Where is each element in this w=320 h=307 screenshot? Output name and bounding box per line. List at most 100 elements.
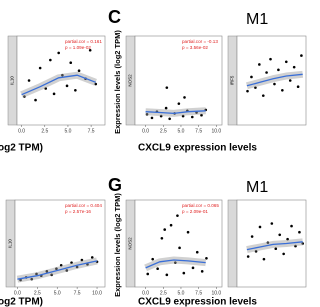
point [265,71,268,74]
point [301,242,305,245]
point [90,256,94,259]
x-tick-label: 5.0 [177,128,184,134]
point [254,250,258,253]
x-tick-label: 2.5 [41,128,48,134]
point [300,54,303,57]
plot-area [236,199,307,288]
point [44,87,48,90]
x-axis-label: CXCL9 expression levels [138,143,257,154]
point [262,257,266,261]
x-tick-label: 7.5 [195,290,202,296]
point [159,114,163,118]
point [181,114,185,118]
point [178,246,181,250]
x-axis-label: og2 TPM) [0,143,43,154]
point [205,256,208,260]
plot-area [134,35,223,126]
point [258,63,261,66]
x-tick-label: 10.0 [211,128,221,134]
figure: C G M1 M1 og2 TPM) og2 TPM) CXCL9 expres… [0,7,307,307]
point [182,271,186,275]
panel-label: C [108,7,121,27]
x-tick-label: 0.0 [18,128,25,134]
annotation: partial.cor = 0.065 [182,203,219,208]
fit-line [246,73,303,87]
annotation: partial.cor = 0.161 [65,39,102,44]
point [50,273,53,277]
annotation: partial.cor = -0.13 [182,39,218,44]
point [296,85,300,89]
x-tick-label: 7.5 [74,290,81,296]
point [278,233,282,237]
point [200,270,204,273]
point [165,86,169,89]
point [273,82,276,86]
point [163,228,167,231]
point [70,261,73,264]
point [186,230,190,234]
point [156,267,159,271]
plot-area [14,199,106,288]
point [65,84,69,88]
fit-line [145,259,206,269]
point [258,225,262,229]
point [176,214,179,217]
point [246,89,249,93]
point [145,113,149,116]
point [169,223,173,227]
x-tick-label: 0.0 [14,290,21,296]
plot-area [236,35,307,126]
fit-line [145,110,206,115]
point [281,88,284,92]
y-axis-label: Expression levels (log2 TPM) [113,193,122,297]
point [45,270,49,273]
fit-line [246,241,303,251]
point [49,58,52,62]
point [151,257,154,261]
point [160,236,164,240]
point [190,115,194,119]
point [150,116,154,120]
point [277,68,280,72]
annotation: p = 2.09e-01 [182,209,208,214]
fit-line [21,74,96,96]
point [69,61,73,64]
point [34,98,37,102]
point [23,95,26,98]
point [290,224,293,228]
point [183,96,186,99]
point [57,51,60,55]
panel-title: M1 [246,11,268,28]
point [61,73,64,77]
point [298,230,301,234]
point [250,235,254,238]
point [146,272,150,276]
x-tick-label: 7.5 [195,128,202,134]
point [177,102,181,105]
y-axis-label: Expression levels (log2 TPM) [113,30,122,134]
point [168,117,171,121]
x-tick-label: 5.0 [64,128,71,134]
plot-area [134,199,223,288]
point [35,272,38,276]
x-tick-label: 2.5 [160,128,167,134]
x-tick-label: 5.0 [54,290,61,296]
point [77,69,81,73]
strip-label: IRF5 [230,75,235,85]
point [174,261,177,264]
strip-label: IL10 [8,239,13,248]
point [261,94,265,97]
point [200,113,203,117]
strip-label: IL10 [10,76,15,85]
annotation: p = 1.09e-02 [65,45,91,50]
point [269,57,272,61]
annotation: p = 2.57e-16 [65,209,91,214]
x-tick-label: 5.0 [177,290,184,296]
point [27,79,31,82]
panel-label: G [108,175,122,195]
point [65,269,69,272]
point [250,75,253,79]
point [254,86,257,89]
point [266,241,270,244]
point [292,65,296,69]
